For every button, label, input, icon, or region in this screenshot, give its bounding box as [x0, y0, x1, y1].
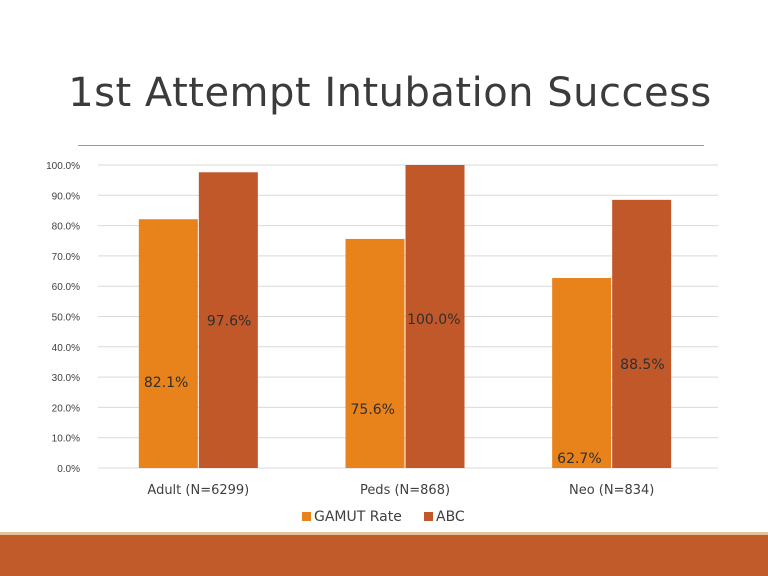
- bar-gamut: [552, 278, 612, 468]
- legend-swatch: [302, 512, 311, 521]
- y-tick-label: 60.0%: [52, 282, 80, 293]
- legend-label: GAMUT Rate: [314, 509, 402, 525]
- y-tick-label: 40.0%: [52, 343, 80, 354]
- y-tick-label: 10.0%: [52, 434, 80, 445]
- bar-abc: [198, 172, 258, 468]
- slide-title: 1st Attempt Intubation Success: [68, 70, 712, 116]
- y-tick-label: 100.0%: [46, 161, 80, 172]
- data-label: 75.6%: [351, 402, 395, 418]
- data-label: 97.6%: [207, 313, 251, 329]
- y-tick-label: 70.0%: [52, 252, 80, 263]
- y-tick-label: 80.0%: [52, 222, 80, 233]
- y-tick-label: 20.0%: [52, 403, 80, 414]
- x-tick-label: Adult (N=6299): [147, 483, 249, 498]
- x-tick-label: Peds (N=868): [360, 483, 450, 498]
- x-axis-ticks: Adult (N=6299) Peds (N=868) Neo (N=834): [147, 483, 654, 498]
- x-tick-label: Neo (N=834): [569, 483, 654, 498]
- legend-swatch: [424, 512, 433, 521]
- y-tick-label: 0.0%: [57, 464, 80, 475]
- data-labels: 82.1% 97.6% 75.6% 100.0% 62.7% 88.5%: [144, 312, 665, 467]
- y-tick-label: 30.0%: [52, 373, 80, 384]
- bar-gamut: [138, 219, 198, 468]
- legend-label: ABC: [436, 509, 465, 525]
- data-label: 82.1%: [144, 375, 188, 391]
- title-divider: [78, 145, 704, 146]
- bar-abc: [612, 199, 672, 468]
- bars: [138, 165, 672, 468]
- footer-band: [0, 532, 768, 576]
- data-label: 100.0%: [407, 312, 460, 328]
- y-axis-ticks: 0.0% 10.0% 20.0% 30.0% 40.0% 50.0% 60.0% 70.0% 8…: [46, 161, 80, 475]
- legend: GAMUT Rate ABC: [302, 509, 465, 525]
- data-label: 88.5%: [620, 357, 664, 373]
- data-label: 62.7%: [557, 451, 601, 467]
- bar-gamut: [345, 238, 405, 468]
- bar-abc: [405, 165, 465, 468]
- y-tick-label: 90.0%: [52, 191, 80, 202]
- y-tick-label: 50.0%: [52, 313, 80, 324]
- footer-accent-line: [0, 532, 768, 535]
